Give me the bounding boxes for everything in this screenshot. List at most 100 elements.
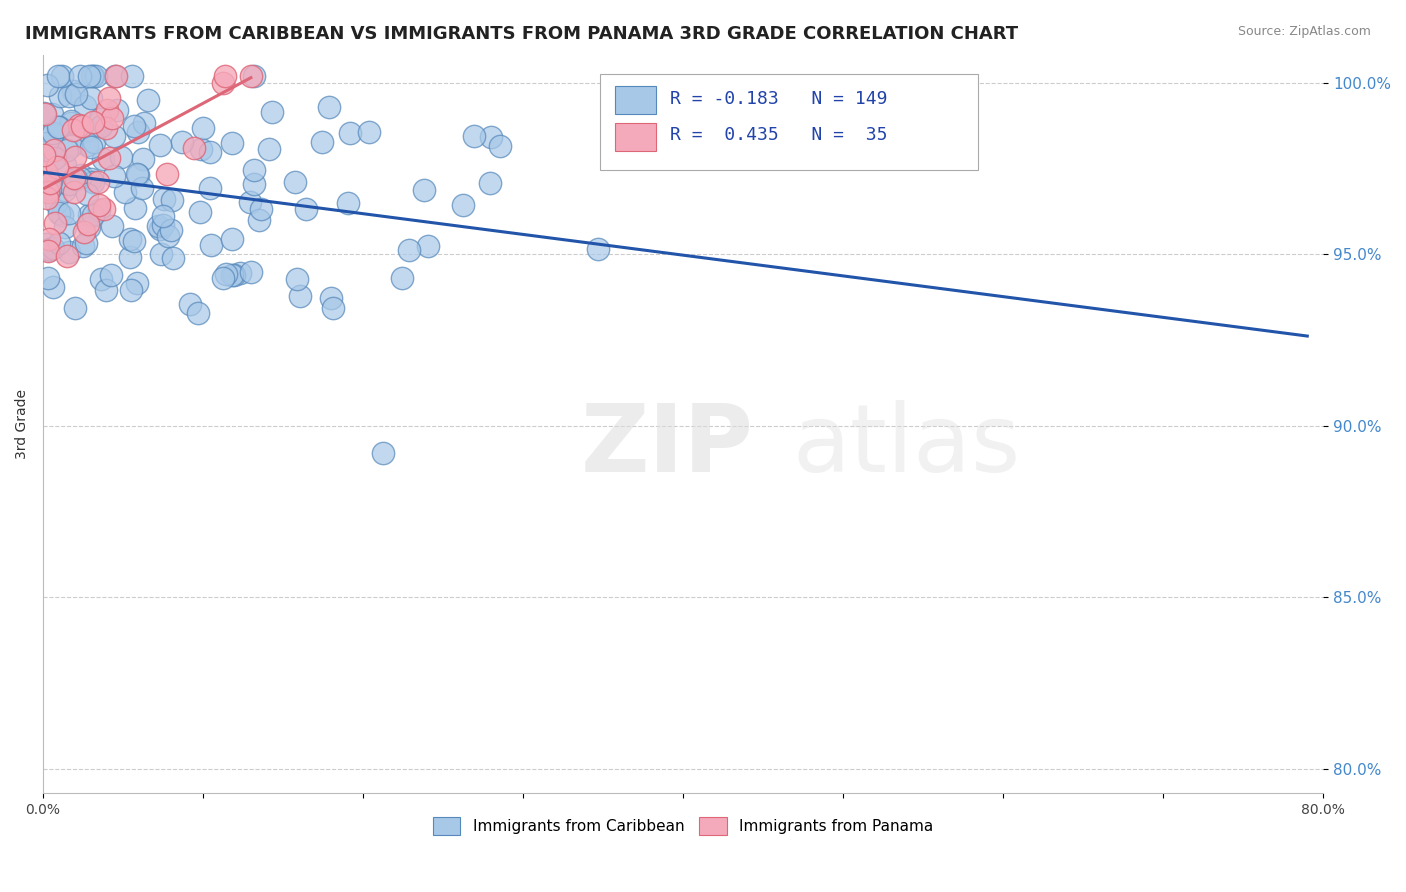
Point [212, 271, 235, 285]
Text: atlas: atlas [792, 401, 1021, 492]
Point [48, 120, 70, 134]
Point [191, 121, 214, 136]
Point [62, 84, 84, 98]
Point [35, 78, 58, 93]
Point [75, 235, 97, 250]
Point [132, 153, 155, 167]
Point [200, 181, 222, 195]
FancyBboxPatch shape [616, 87, 657, 114]
Point [69, 171, 91, 186]
Point [153, 192, 176, 206]
Point [79, 208, 101, 222]
Point [45, 195, 67, 210]
Point [91, 153, 114, 167]
Point [77, 69, 100, 83]
Point [179, 297, 201, 311]
Point [93, 202, 115, 216]
Point [46, 69, 69, 83]
Point [45, 160, 67, 174]
Point [76, 122, 98, 136]
Point [122, 120, 145, 134]
Point [138, 93, 160, 107]
Point [131, 181, 153, 195]
Point [34, 107, 56, 121]
Point [221, 136, 243, 150]
Point [229, 266, 252, 280]
Point [284, 175, 307, 189]
Point [183, 141, 205, 155]
Point [479, 176, 502, 190]
Point [121, 69, 143, 83]
Point [120, 251, 142, 265]
Point [76, 138, 98, 153]
Point [114, 185, 136, 199]
Point [37, 270, 59, 285]
Point [243, 69, 266, 83]
Point [63, 186, 86, 200]
Point [103, 128, 125, 143]
Point [105, 69, 128, 83]
Point [200, 238, 222, 252]
Point [60, 138, 83, 153]
Point [188, 205, 211, 219]
Point [152, 218, 174, 232]
Point [463, 129, 485, 144]
Point [287, 272, 309, 286]
Point [55, 219, 77, 234]
Point [148, 137, 170, 152]
Point [42, 280, 65, 294]
Point [41, 106, 63, 120]
Point [100, 268, 122, 283]
Point [35, 165, 58, 179]
Point [212, 77, 235, 91]
Point [44, 144, 66, 158]
Point [62, 123, 84, 137]
Point [70, 119, 93, 133]
Point [359, 125, 381, 139]
Text: R =  0.435   N =  35: R = 0.435 N = 35 [671, 126, 887, 144]
Point [239, 195, 262, 210]
Text: Source: ZipAtlas.com: Source: ZipAtlas.com [1237, 25, 1371, 38]
Point [44, 151, 66, 165]
Point [37, 136, 59, 151]
Point [87, 175, 110, 189]
Point [34, 105, 56, 120]
Point [100, 111, 122, 125]
Point [37, 191, 59, 205]
Point [146, 219, 169, 234]
Point [190, 142, 212, 156]
Point [412, 183, 434, 197]
Point [58, 206, 80, 220]
Point [82, 69, 104, 83]
Point [82, 114, 104, 128]
Text: IMMIGRANTS FROM CARIBBEAN VS IMMIGRANTS FROM PANAMA 3RD GRADE CORRELATION CHART: IMMIGRANTS FROM CARIBBEAN VS IMMIGRANTS … [25, 25, 1018, 43]
Point [290, 288, 312, 302]
Point [84, 69, 107, 83]
Point [239, 69, 262, 83]
Point [79, 140, 101, 154]
Point [56, 143, 79, 157]
Point [294, 202, 316, 216]
Point [42, 126, 65, 140]
Point [152, 210, 174, 224]
Point [94, 120, 117, 135]
Point [240, 265, 263, 279]
Point [247, 212, 270, 227]
Point [65, 87, 87, 101]
Point [38, 242, 60, 256]
Point [97, 91, 120, 105]
Point [96, 103, 118, 118]
Point [82, 175, 104, 189]
Point [162, 251, 184, 265]
Text: ZIP: ZIP [581, 401, 754, 492]
Point [187, 305, 209, 319]
Point [46, 120, 69, 134]
Point [34, 236, 56, 251]
Point [72, 238, 94, 252]
Point [63, 301, 86, 316]
Point [101, 219, 124, 233]
Point [70, 168, 93, 182]
Point [170, 135, 193, 149]
Point [120, 283, 142, 297]
Point [250, 202, 273, 216]
